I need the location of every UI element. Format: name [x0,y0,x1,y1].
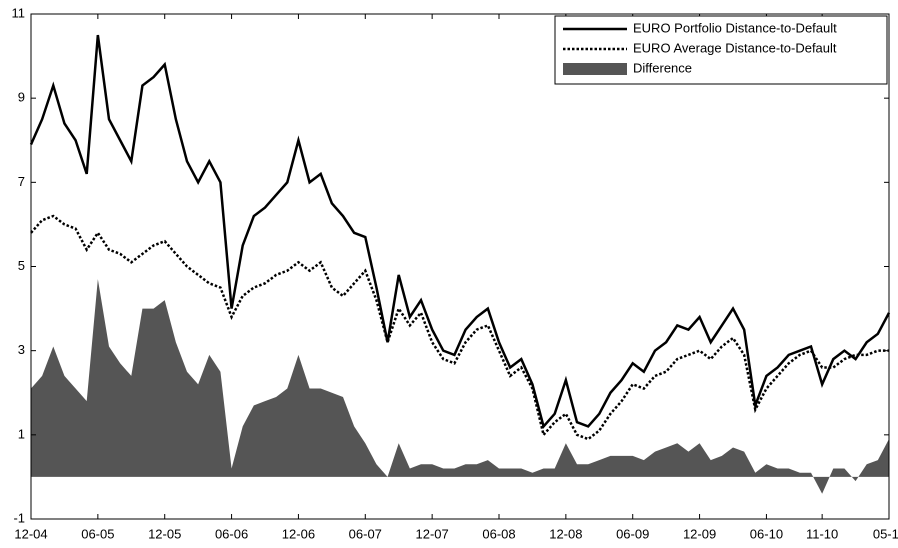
difference-area [31,279,889,494]
x-tick-label: 06-08 [482,526,515,541]
series-line [30,214,889,441]
y-tick-label: -1 [13,510,25,525]
series-line [29,34,891,429]
y-tick-label: 5 [18,258,25,273]
legend-label: Difference [633,60,692,75]
x-tick-label: 06-07 [349,526,382,541]
legend: EURO Portfolio Distance-to-Default EURO A… [554,15,888,85]
x-tick-label: 11-10 [806,526,838,541]
x-tick-label: 12-07 [416,526,449,541]
x-tick-label: 06-10 [750,526,783,541]
y-tick-label: 1 [18,426,25,441]
legend-label: EURO Average Distance-to-Default [633,40,837,55]
x-tick-label: 12-05 [148,526,181,541]
x-tick-label: 12-08 [549,526,582,541]
legend-swatch [563,63,627,75]
legend-label: EURO Portfolio Distance-to-Default [633,20,837,35]
y-tick-label: 9 [18,90,25,105]
x-tick-label: 06-09 [616,526,649,541]
x-tick-label: 06-05 [81,526,114,541]
y-tick-label: 7 [18,174,25,189]
x-tick-label: 06-06 [215,526,248,541]
x-tick-label: 12-09 [683,526,716,541]
y-tick-label: 11 [12,5,26,20]
x-tick-label: 05-11 [873,526,898,541]
x-tick-label: 12-04 [14,526,47,541]
x-tick-label: 12-06 [282,526,315,541]
y-tick-label: 3 [18,342,25,357]
